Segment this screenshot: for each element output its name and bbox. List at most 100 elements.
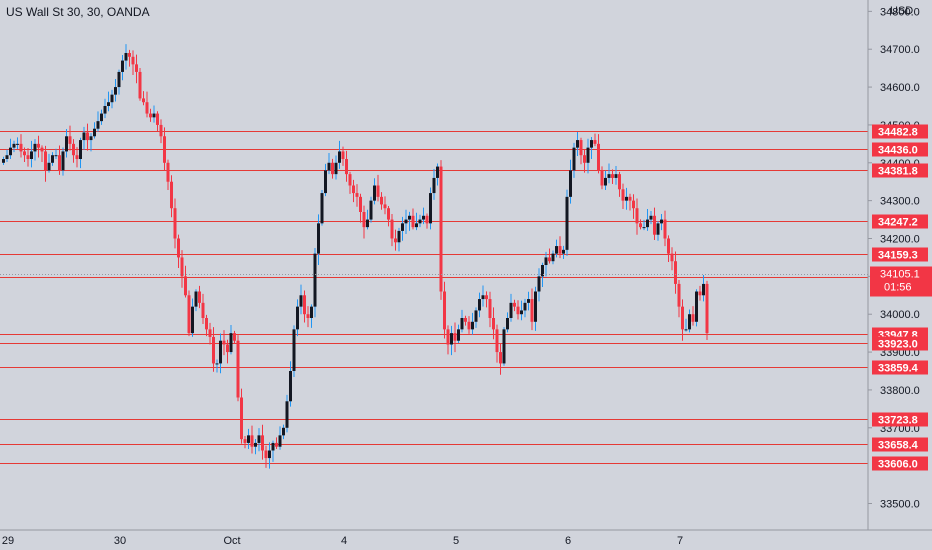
candle — [40, 145, 44, 163]
candle-body — [415, 223, 418, 228]
candle-body — [450, 333, 453, 345]
candle-body — [107, 102, 110, 106]
candle-body — [495, 329, 499, 353]
candle — [467, 316, 471, 334]
candle — [306, 306, 310, 328]
candle — [2, 156, 5, 166]
time-tick-label: 6 — [565, 535, 571, 547]
candle — [268, 442, 271, 469]
candle-body — [562, 249, 565, 254]
candle — [628, 193, 632, 211]
candle — [698, 285, 702, 301]
candle — [572, 142, 576, 178]
candle-body — [219, 340, 222, 364]
candle-body — [54, 155, 58, 157]
candle-body — [558, 246, 562, 254]
candle-body — [457, 329, 460, 341]
candle-body — [688, 314, 691, 330]
candle-body — [338, 151, 341, 163]
candle-body — [387, 208, 390, 220]
candle — [373, 178, 376, 205]
candle-body — [26, 155, 30, 159]
candle-body — [674, 261, 677, 284]
candle — [173, 198, 177, 249]
candle — [649, 211, 653, 225]
candle — [502, 327, 506, 366]
candle-body — [142, 98, 145, 103]
candle-body — [611, 174, 614, 178]
candle-body — [345, 159, 348, 175]
price-tick-label: 34800.0 — [880, 6, 920, 18]
current-price-badge — [870, 266, 932, 297]
candle-body — [513, 302, 516, 307]
candle-body — [401, 223, 404, 231]
candle — [670, 247, 674, 271]
candle-body — [628, 196, 632, 201]
candle — [82, 126, 86, 150]
candle-body — [9, 147, 12, 156]
candle — [579, 137, 583, 165]
candle — [149, 108, 152, 122]
candle-body — [586, 147, 590, 163]
candle-body — [422, 215, 425, 220]
candle — [404, 209, 408, 234]
candle-body — [681, 306, 684, 330]
candle-body — [653, 215, 656, 235]
price-tick-label: 34700.0 — [880, 44, 920, 56]
candle-body — [184, 276, 187, 296]
candle-body — [509, 302, 513, 318]
candle-body — [331, 162, 334, 175]
candle-body — [285, 401, 289, 428]
candle-body — [320, 193, 324, 224]
candle-body — [68, 136, 72, 144]
candle — [47, 153, 51, 173]
candle-body — [632, 200, 635, 209]
candle-body — [124, 53, 128, 61]
candle — [320, 189, 324, 226]
candle-body — [474, 310, 478, 322]
candle — [264, 445, 268, 468]
candle-body — [194, 291, 198, 307]
candle — [236, 335, 240, 402]
candle-body — [471, 321, 474, 330]
candle — [383, 196, 387, 215]
candle — [191, 298, 194, 337]
candle-body — [114, 87, 117, 95]
candle-body — [478, 299, 481, 311]
candle-body — [355, 193, 359, 197]
time-axis-area[interactable] — [0, 530, 868, 550]
candle-body — [541, 265, 544, 277]
candle — [390, 213, 394, 247]
candle-body — [313, 253, 317, 307]
candle — [380, 192, 383, 210]
candle — [660, 213, 663, 231]
candle — [243, 436, 247, 449]
candle — [30, 140, 33, 168]
time-tick-label: 30 — [114, 535, 126, 547]
candle-body — [639, 223, 642, 228]
candle-body — [576, 140, 579, 148]
candle-body — [44, 151, 47, 171]
candle — [12, 140, 16, 153]
candle-body — [369, 200, 373, 220]
candle-body — [2, 159, 5, 163]
candle — [523, 298, 527, 318]
candle — [313, 248, 317, 318]
candle-body — [16, 143, 19, 145]
candle-body — [359, 196, 362, 212]
candle — [348, 171, 352, 194]
candle-body — [12, 143, 16, 148]
price-tick-label: 34600.0 — [880, 82, 920, 94]
candle-body — [362, 212, 366, 228]
candle-body — [579, 140, 583, 156]
candle — [667, 235, 670, 262]
candle — [674, 251, 677, 294]
level-label: 33723.8 — [878, 415, 918, 427]
candle — [436, 163, 439, 186]
candle — [299, 284, 303, 315]
candle-body — [348, 174, 352, 186]
candle — [89, 133, 93, 152]
candle-body — [240, 397, 243, 440]
candle-body — [261, 435, 264, 451]
